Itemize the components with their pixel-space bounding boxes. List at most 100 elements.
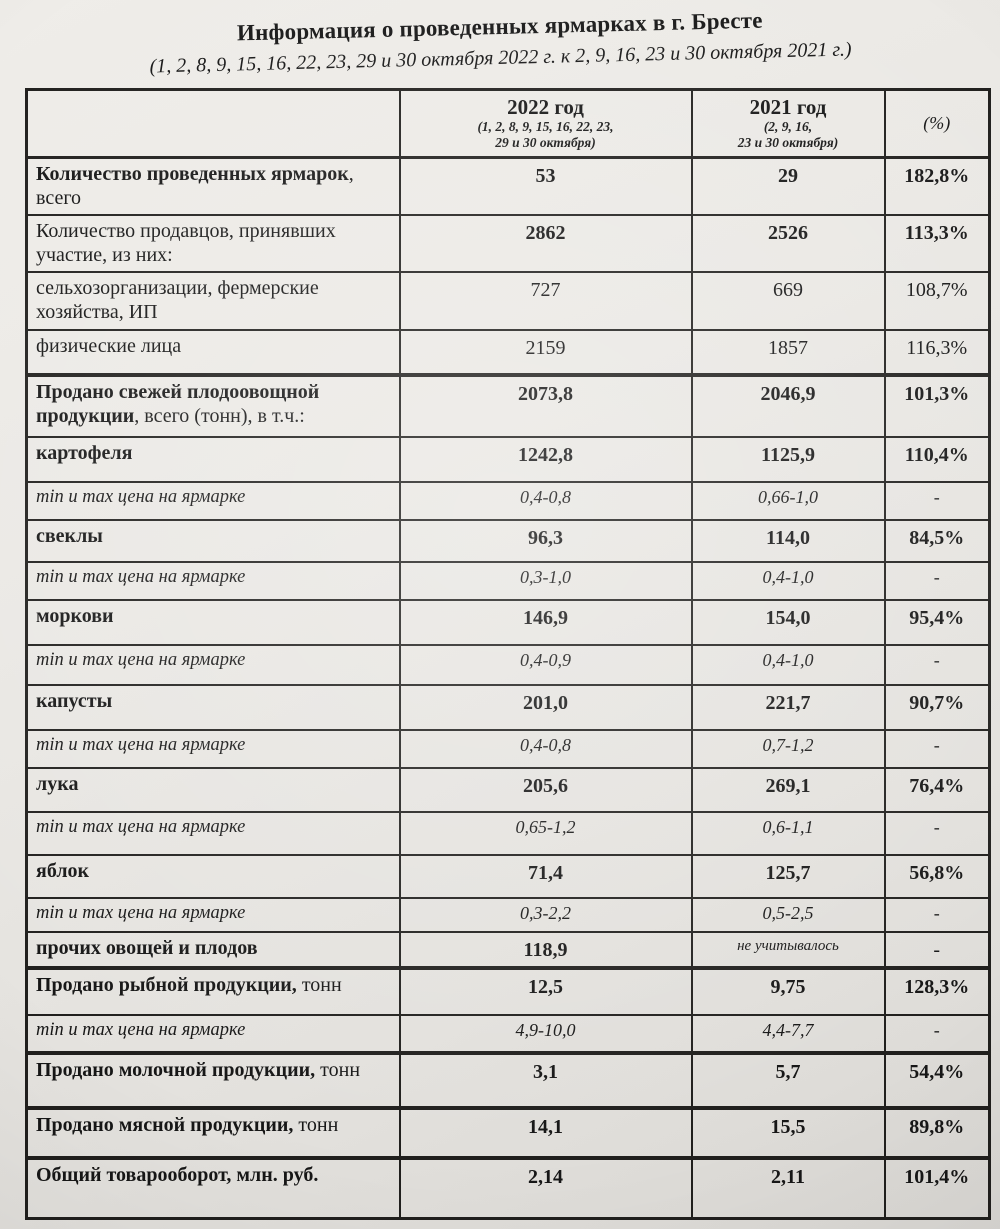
row-label: min и max цена на ярмарке [25, 481, 401, 522]
price-range-row: min и max цена на ярмарке 0,3-1,0 0,4-1,0- [25, 561, 991, 602]
row-label: Количество продавцов, принявших участие,… [25, 214, 401, 274]
cell-percent: - [883, 931, 991, 970]
header-2021-dates-line1: (2, 9, 16, [763, 119, 813, 135]
cell-2021-value: 269,1 [690, 767, 886, 814]
cell-percent: 108,7% [883, 271, 991, 332]
cell-2021-value: 15,5 [690, 1106, 886, 1160]
cell-percent: 182,8% [883, 156, 991, 217]
table-header-row: 2022 год (1, 2, 8, 9, 15, 16, 22, 23, 29… [25, 88, 991, 159]
row-label: Общий товарооборот, млн. руб. [25, 1156, 401, 1220]
table-row: Количество проведенных ярмарок, всего 53 2… [25, 156, 991, 217]
cell-2022-value: 727 [398, 271, 693, 332]
cell-percent: 76,4% [883, 767, 991, 814]
cell-2022-value: 118,9 [398, 931, 693, 970]
cell-percent: 101,3% [883, 373, 991, 439]
table-row: сельхозорганизации, фермерские хозяйства… [25, 271, 991, 332]
cell-2022-value: 53 [398, 156, 693, 217]
table-body: Количество проведенных ярмарок, всего 53 2… [25, 156, 991, 1220]
cell-2021-value: 2,11 [690, 1156, 886, 1220]
cell-2021-note: не учитывалось [690, 931, 886, 970]
cell-2022-value: 0,3-1,0 [398, 561, 693, 602]
cell-2022-value: 0,3-2,2 [398, 897, 693, 934]
cell-2022-value: 0,4-0,8 [398, 481, 693, 522]
header-2022-title: 2022 год [507, 95, 584, 120]
row-label: картофеля [25, 436, 401, 484]
table-row: прочих овощей и плодов 118,9 не учитывалос… [25, 931, 991, 970]
cell-percent: 54,4% [883, 1051, 991, 1110]
table-row: Продано свежей плодоовощной продукции, в… [25, 373, 991, 439]
cell-2022-value: 12,5 [398, 966, 693, 1017]
cell-2021-value: 0,6-1,1 [690, 811, 886, 857]
cell-2022-value: 14,1 [398, 1106, 693, 1160]
header-percent-label: (%) [923, 113, 951, 133]
cell-percent: - [883, 897, 991, 934]
cell-2022-value: 0,4-0,9 [398, 644, 693, 687]
table-row: физические лица 2159 1857 116,3% [25, 329, 991, 377]
row-label: Продано рыбной продукции, тонн [25, 966, 401, 1017]
cell-2021-value: 9,75 [690, 966, 886, 1017]
row-label: min и max цена на ярмарке [25, 561, 401, 602]
header-2022-dates-line2: 29 и 30 октября) [495, 135, 596, 151]
row-label: min и max цена на ярмарке [25, 1014, 401, 1055]
cell-2021-value: 1857 [690, 329, 886, 377]
header-year-2022: 2022 год (1, 2, 8, 9, 15, 16, 22, 23, 29… [398, 88, 693, 159]
header-2021-dates-line2: 23 и 30 октября) [737, 135, 839, 151]
price-range-row: min и max цена на ярмарке 0,4-0,8 0,7-1,2- [25, 729, 991, 770]
cell-2021-value: 0,5-2,5 [690, 897, 886, 934]
table-row: лука 205,6 269,1 76,4% [25, 767, 991, 814]
row-label: Продано свежей плодоовощной продукции, в… [25, 373, 401, 439]
table-row: Общий товарооборот, млн. руб. 2,14 2,11 101… [25, 1156, 991, 1220]
cell-2021-value: 669 [690, 271, 886, 332]
cell-percent: 95,4% [883, 599, 991, 647]
cell-2022-value: 1242,8 [398, 436, 693, 484]
table-row: Продано мясной продукции, тонн 14,1 15,5 89… [25, 1106, 991, 1160]
cell-2021-value: 0,4-1,0 [690, 561, 886, 602]
price-range-row: min и max цена на ярмарке 0,65-1,2 0,6-1,1… [25, 811, 991, 857]
header-indicator-empty [25, 88, 401, 159]
row-label: min и max цена на ярмарке [25, 811, 401, 857]
price-range-row: min и max цена на ярмарке 4,9-10,0 4,4-7,7… [25, 1014, 991, 1055]
cell-percent: - [883, 729, 991, 770]
row-label: сельхозорганизации, фермерские хозяйства… [25, 271, 401, 332]
row-label: моркови [25, 599, 401, 647]
cell-2021-value: 221,7 [690, 684, 886, 732]
table-row: яблок 71,4 125,7 56,8% [25, 854, 991, 900]
cell-2022-value: 71,4 [398, 854, 693, 900]
price-range-row: min и max цена на ярмарке 0,4-0,8 0,66-1,0… [25, 481, 991, 522]
price-range-row: min и max цена на ярмарке 0,3-2,2 0,5-2,5- [25, 897, 991, 934]
cell-percent: - [883, 481, 991, 522]
cell-percent: - [883, 1014, 991, 1055]
row-label: капусты [25, 684, 401, 732]
price-range-row: min и max цена на ярмарке 0,4-0,9 0,4-1,0- [25, 644, 991, 687]
cell-2022-value: 2,14 [398, 1156, 693, 1220]
document-header: Информация о проведенных ярмарках в г. Б… [0, 0, 1000, 82]
cell-2022-value: 205,6 [398, 767, 693, 814]
cell-2021-value: 2526 [690, 214, 886, 274]
row-label: min и max цена на ярмарке [25, 729, 401, 770]
cell-percent: 110,4% [883, 436, 991, 484]
table-row: капусты 201,0 221,7 90,7% [25, 684, 991, 732]
cell-2021-value: 114,0 [690, 519, 886, 564]
cell-2021-value: 29 [690, 156, 886, 217]
cell-percent: - [883, 644, 991, 687]
cell-2021-value: 4,4-7,7 [690, 1014, 886, 1055]
cell-percent: 113,3% [883, 214, 991, 274]
cell-2021-value: 1125,9 [690, 436, 886, 484]
cell-2022-value: 2159 [398, 329, 693, 377]
cell-2021-value: 2046,9 [690, 373, 886, 439]
cell-2022-value: 0,4-0,8 [398, 729, 693, 770]
cell-2021-value: 0,7-1,2 [690, 729, 886, 770]
row-label: Продано мясной продукции, тонн [25, 1106, 401, 1160]
fairs-statistics-table: 2022 год (1, 2, 8, 9, 15, 16, 22, 23, 29… [25, 88, 991, 1220]
table-row: Количество продавцов, принявших участие,… [25, 214, 991, 274]
cell-2021-value: 0,4-1,0 [690, 644, 886, 687]
cell-percent: 89,8% [883, 1106, 991, 1160]
row-label: яблок [25, 854, 401, 900]
row-label: min и max цена на ярмарке [25, 897, 401, 934]
table-row: свеклы 96,3 114,0 84,5% [25, 519, 991, 564]
table-row: картофеля 1242,8 1125,9 110,4% [25, 436, 991, 484]
cell-2022-value: 2862 [398, 214, 693, 274]
header-2022-dates-line1: (1, 2, 8, 9, 15, 16, 22, 23, [477, 119, 614, 135]
header-percent: (%) [883, 88, 991, 159]
